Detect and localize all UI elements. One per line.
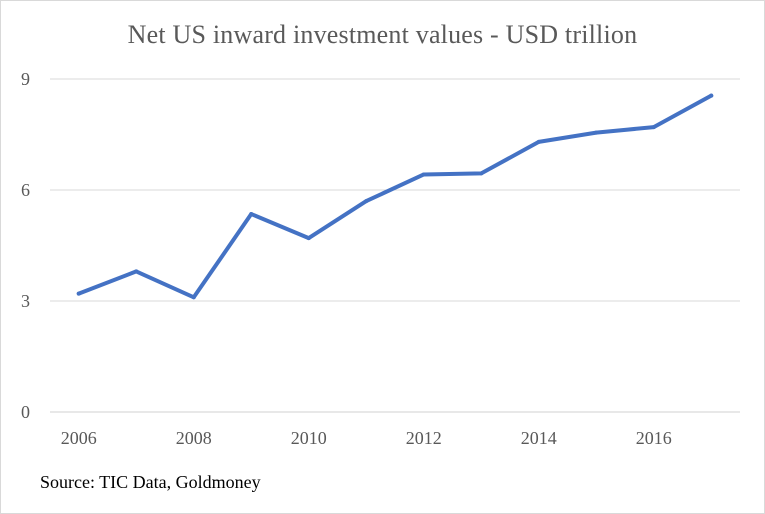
- y-tick-label: 6: [21, 180, 30, 200]
- x-tick-label: 2016: [636, 428, 672, 448]
- data-point-2015: [594, 130, 599, 135]
- data-point-2011: [364, 199, 369, 204]
- x-tick-label: 2012: [406, 428, 442, 448]
- x-axis-ticks: 2006 2008 2010 2012 2014 2016: [61, 428, 672, 448]
- source-note: Source: TIC Data, Goldmoney: [40, 472, 261, 492]
- y-tick-label: 0: [21, 402, 30, 422]
- data-point-2006: [76, 291, 81, 296]
- x-tick-label: 2008: [176, 428, 212, 448]
- data-point-2013: [479, 171, 484, 176]
- data-point-2007: [134, 269, 139, 274]
- data-point-2017: [709, 93, 714, 98]
- chart-title: Net US inward investment values - USD tr…: [127, 20, 638, 49]
- grid-lines: [50, 78, 740, 413]
- y-axis-ticks: 0 3 6 9: [21, 69, 30, 422]
- data-point-2012: [421, 172, 426, 177]
- x-tick-label: 2010: [291, 428, 327, 448]
- data-point-2010: [306, 236, 311, 241]
- data-point-2009: [249, 212, 254, 217]
- x-tick-label: 2006: [61, 428, 97, 448]
- data-point-2014: [536, 139, 541, 144]
- data-point-2008: [191, 295, 196, 300]
- y-tick-label: 3: [21, 291, 30, 311]
- y-tick-label: 9: [21, 69, 30, 89]
- x-tick-label: 2014: [521, 428, 557, 448]
- data-point-2016: [651, 125, 656, 130]
- series-line: [76, 93, 714, 300]
- series-group: [76, 93, 714, 300]
